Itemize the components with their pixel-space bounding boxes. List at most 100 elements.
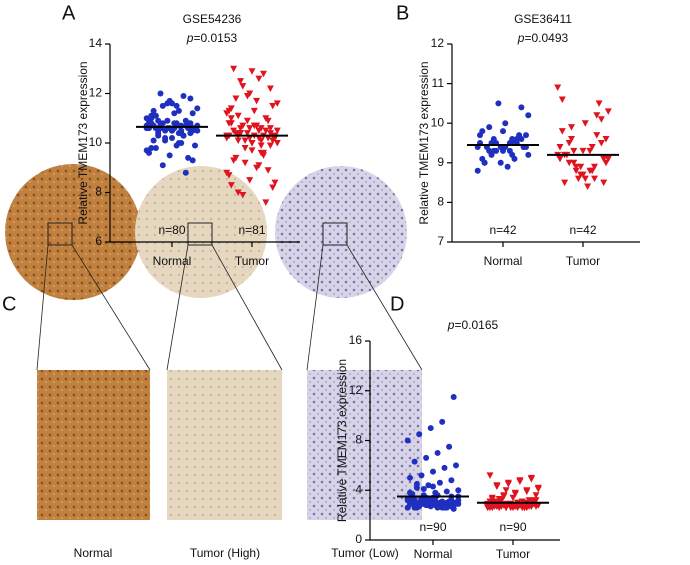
data-point bbox=[180, 132, 187, 139]
data-point bbox=[230, 65, 238, 73]
data-point bbox=[525, 112, 532, 119]
data-point bbox=[500, 493, 508, 500]
data-point bbox=[248, 68, 256, 75]
data-point bbox=[411, 458, 418, 465]
data-point bbox=[511, 155, 518, 162]
data-point bbox=[579, 147, 587, 155]
data-point bbox=[271, 179, 279, 187]
data-point bbox=[568, 136, 575, 143]
data-point bbox=[430, 468, 436, 475]
data-point bbox=[264, 167, 272, 174]
data-point bbox=[269, 184, 277, 192]
data-point bbox=[411, 504, 418, 511]
data-point bbox=[455, 487, 462, 494]
data-point bbox=[443, 488, 450, 495]
data-point bbox=[493, 503, 501, 510]
data-point bbox=[504, 163, 511, 170]
data-point bbox=[178, 140, 185, 146]
data-point bbox=[257, 149, 265, 157]
data-point bbox=[232, 95, 240, 102]
data-point bbox=[407, 474, 413, 481]
n-label: n=42 bbox=[489, 223, 516, 237]
data-point bbox=[150, 137, 157, 144]
data-point bbox=[600, 179, 608, 187]
data-point bbox=[474, 167, 481, 174]
image-caption: Tumor (Low) bbox=[331, 546, 399, 560]
data-point bbox=[574, 175, 582, 183]
data-point bbox=[223, 135, 231, 142]
x-tick-label: Normal bbox=[153, 254, 192, 268]
data-point bbox=[425, 482, 432, 489]
data-point bbox=[262, 127, 270, 135]
data-point bbox=[593, 132, 601, 139]
data-point bbox=[532, 497, 540, 504]
data-point bbox=[250, 107, 258, 115]
image-caption: Tumor (High) bbox=[190, 546, 260, 560]
p-value: p=0.0153 bbox=[186, 31, 238, 45]
data-point bbox=[243, 117, 251, 125]
data-point bbox=[595, 100, 603, 107]
data-point bbox=[257, 137, 265, 145]
y-tick-label: 0 bbox=[355, 532, 362, 546]
y-tick-label: 11 bbox=[432, 76, 445, 90]
y-tick-label: 12 bbox=[349, 383, 363, 397]
data-point bbox=[591, 163, 598, 171]
data-point bbox=[556, 155, 564, 163]
data-point bbox=[446, 443, 453, 450]
data-point bbox=[586, 147, 594, 155]
data-point bbox=[534, 502, 542, 509]
p-value: p=0.0493 bbox=[517, 31, 569, 45]
p-text: =0.0165 bbox=[454, 318, 498, 332]
data-point bbox=[500, 502, 508, 509]
data-point bbox=[227, 120, 235, 127]
data-point bbox=[506, 147, 513, 154]
data-point bbox=[169, 100, 175, 107]
data-point bbox=[266, 85, 274, 93]
data-point bbox=[591, 175, 598, 183]
image-caption: Normal bbox=[74, 546, 113, 560]
data-point bbox=[597, 116, 605, 123]
y-tick-label: 4 bbox=[355, 482, 362, 496]
tma-core-normal bbox=[5, 164, 141, 300]
data-point bbox=[171, 110, 178, 117]
data-point bbox=[248, 140, 256, 147]
data-point bbox=[490, 147, 497, 154]
p-value: p=0.0165 bbox=[447, 318, 499, 332]
n-label: n=42 bbox=[569, 223, 596, 237]
data-point bbox=[577, 171, 585, 179]
y-tick-label: 16 bbox=[349, 333, 363, 347]
data-point bbox=[604, 108, 612, 115]
data-point bbox=[448, 477, 455, 484]
n-label: n=80 bbox=[158, 223, 185, 237]
zoom-box bbox=[47, 222, 73, 246]
data-point bbox=[152, 112, 159, 119]
data-point bbox=[502, 487, 510, 494]
tma-core-low bbox=[275, 166, 407, 298]
n-label: n=90 bbox=[419, 520, 446, 534]
data-point bbox=[159, 162, 166, 169]
data-point bbox=[187, 95, 194, 102]
data-point bbox=[143, 115, 150, 122]
data-point bbox=[502, 120, 509, 127]
data-point bbox=[493, 483, 501, 491]
panel-label: B bbox=[396, 2, 409, 24]
data-point bbox=[416, 431, 423, 438]
data-point bbox=[169, 135, 175, 142]
data-point bbox=[225, 107, 233, 115]
chart-title: GSE36411 bbox=[514, 12, 572, 26]
y-tick-label: 6 bbox=[95, 234, 102, 248]
p-symbol: p bbox=[186, 31, 194, 45]
data-point bbox=[237, 130, 244, 137]
p-symbol: p bbox=[517, 31, 525, 45]
data-point bbox=[253, 122, 261, 130]
data-point bbox=[427, 500, 434, 507]
data-point bbox=[194, 105, 201, 112]
data-point bbox=[257, 125, 265, 132]
data-point bbox=[588, 143, 596, 151]
data-point bbox=[495, 495, 503, 503]
data-point bbox=[439, 418, 446, 425]
data-point bbox=[266, 142, 274, 149]
zoom-image-low bbox=[307, 370, 422, 520]
data-point bbox=[455, 497, 462, 504]
data-point bbox=[404, 437, 411, 444]
